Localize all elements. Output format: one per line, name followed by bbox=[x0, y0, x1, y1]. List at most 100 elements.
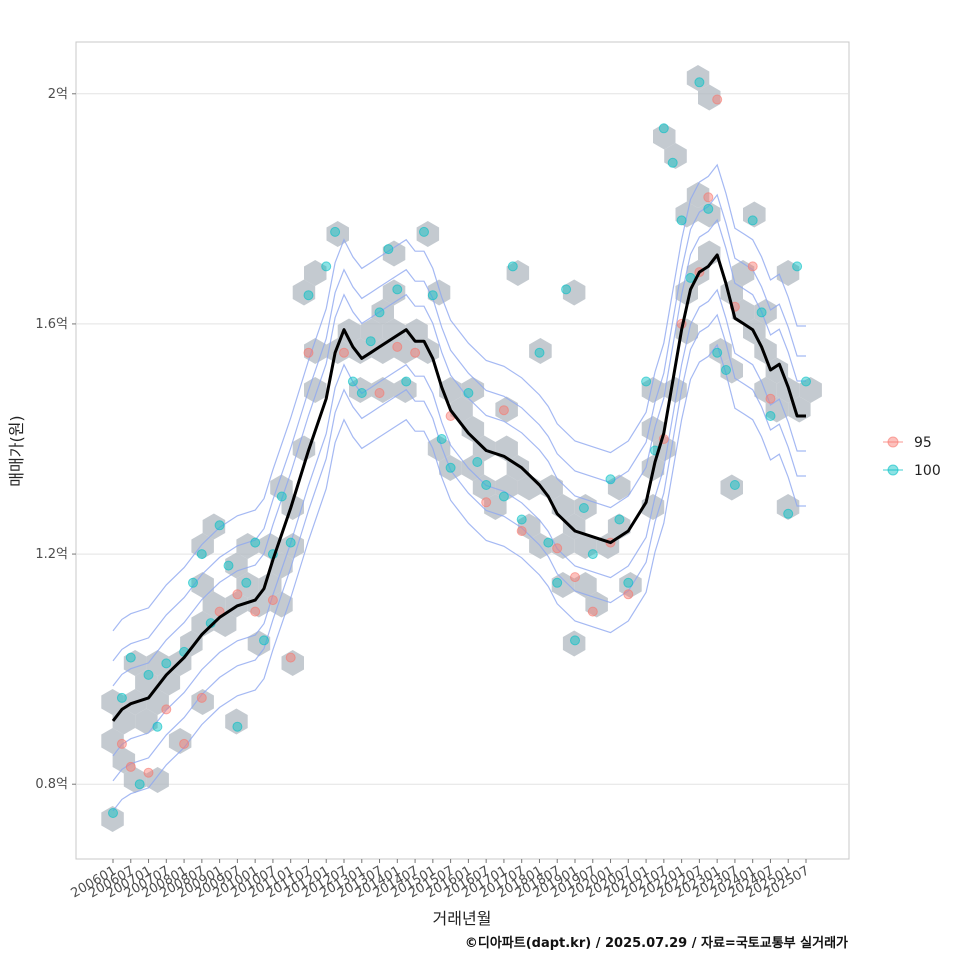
scatter-point-100 bbox=[703, 203, 714, 214]
hexbin bbox=[292, 279, 316, 306]
scatter-point-100 bbox=[108, 808, 118, 818]
hexbin bbox=[281, 650, 304, 676]
scatter-point-100 bbox=[534, 347, 545, 358]
hexbin bbox=[270, 552, 293, 579]
scatter-point-95 bbox=[196, 692, 207, 703]
hexbin bbox=[146, 767, 169, 793]
scatter-point-95 bbox=[339, 347, 349, 358]
scatter-point-100 bbox=[445, 462, 456, 473]
hexbin bbox=[562, 630, 586, 657]
scatter-point-95 bbox=[374, 388, 385, 398]
hexbin bbox=[641, 377, 665, 403]
scatter-point-100 bbox=[721, 365, 731, 375]
scatter-point-100 bbox=[765, 411, 776, 421]
legend-item-95: 95 bbox=[883, 435, 932, 451]
scatter-point-95 bbox=[125, 761, 136, 772]
hexbin bbox=[562, 279, 586, 306]
hexbin bbox=[382, 318, 406, 345]
scatter-point-100 bbox=[419, 226, 429, 237]
hexbin bbox=[292, 435, 316, 462]
y-tick-label: 2억 bbox=[48, 87, 68, 102]
hexbin bbox=[529, 338, 552, 364]
scatter-point-100 bbox=[303, 290, 314, 301]
scatter-point-100 bbox=[507, 261, 518, 272]
hexbin bbox=[135, 669, 158, 696]
scatter-point-100 bbox=[365, 336, 376, 347]
hexbin bbox=[653, 123, 676, 150]
scatter-point-100 bbox=[143, 669, 154, 680]
hexbin bbox=[236, 572, 259, 598]
scatter-point-100 bbox=[125, 652, 136, 663]
hexbin bbox=[517, 513, 541, 540]
scatter-point-95 bbox=[410, 347, 421, 358]
scatter-point-95 bbox=[552, 543, 563, 554]
scatter-point-100 bbox=[330, 226, 341, 237]
hexbin bbox=[765, 357, 789, 384]
hexbin bbox=[382, 240, 406, 267]
hexbin bbox=[754, 299, 777, 325]
scatter-point-100 bbox=[188, 577, 198, 588]
scatter-point-100 bbox=[712, 347, 723, 358]
scatter-point-100 bbox=[578, 503, 589, 513]
hexbin bbox=[754, 377, 777, 403]
scatter-point-100 bbox=[285, 537, 296, 548]
legend-label-100: 100 bbox=[914, 463, 941, 479]
hexbin bbox=[776, 260, 800, 286]
scatter-point-95 bbox=[250, 606, 261, 617]
scatter-point-95 bbox=[303, 347, 314, 358]
scatter-point-100 bbox=[729, 480, 740, 490]
x-axis-title: 거래년월 bbox=[433, 909, 492, 928]
hexbin bbox=[202, 591, 226, 618]
caption: ©디아파트(dapt.kr) / 2025.07.29 / 자료=국토교통부 실… bbox=[465, 935, 848, 951]
hexbin bbox=[247, 591, 271, 618]
hexbin bbox=[123, 767, 147, 793]
scatter-point-100 bbox=[694, 77, 705, 88]
scatter-point-95 bbox=[587, 606, 598, 617]
scatter-point-100 bbox=[116, 692, 127, 703]
scatter-point-100 bbox=[614, 514, 625, 525]
hexbin bbox=[247, 630, 271, 657]
scatter-point-100 bbox=[472, 457, 483, 467]
scatter-point-100 bbox=[481, 480, 492, 490]
scatter-points bbox=[108, 77, 811, 818]
scatter-point-95 bbox=[285, 652, 296, 663]
hexbin bbox=[495, 396, 518, 423]
scatter-point-100 bbox=[427, 290, 438, 301]
hexbin bbox=[686, 182, 710, 208]
scatter-point-95 bbox=[498, 405, 509, 416]
scatter-point-100 bbox=[516, 514, 527, 525]
scatter-point-100 bbox=[570, 635, 580, 646]
hexbin bbox=[191, 572, 214, 598]
y-tick-label: 1.2억 bbox=[35, 547, 68, 562]
contour-line bbox=[112, 313, 806, 782]
contour-line bbox=[112, 288, 806, 757]
hexbin bbox=[360, 318, 383, 345]
hexbin bbox=[101, 806, 124, 832]
scatter-point-100 bbox=[241, 577, 252, 588]
scatter-point-100 bbox=[623, 577, 634, 588]
scatter-point-95 bbox=[116, 738, 127, 749]
hexbin bbox=[304, 260, 327, 286]
scatter-point-95 bbox=[623, 589, 634, 600]
hexbin bbox=[258, 572, 282, 598]
scatter-point-100 bbox=[161, 658, 172, 669]
scatter-point-100 bbox=[401, 376, 412, 387]
scatter-point-95 bbox=[232, 589, 243, 600]
scatter-point-95 bbox=[161, 704, 172, 715]
scatter-point-95 bbox=[765, 393, 776, 404]
trend-line bbox=[111, 253, 806, 722]
scatter-point-100 bbox=[232, 721, 243, 732]
hexbin bbox=[337, 318, 361, 345]
scatter-point-100 bbox=[152, 721, 163, 732]
scatter-point-100 bbox=[214, 520, 225, 531]
y-axis-title: 매매가(원) bbox=[7, 415, 26, 486]
hexbin bbox=[157, 669, 181, 696]
contour-line bbox=[112, 218, 806, 687]
hexbin bbox=[776, 494, 800, 520]
hexbin bbox=[585, 591, 608, 618]
hexbin bbox=[720, 357, 743, 384]
hexbin bbox=[191, 611, 214, 637]
hexbin bbox=[101, 728, 124, 754]
contour-line bbox=[112, 343, 806, 812]
scatter-point-100 bbox=[134, 779, 145, 790]
